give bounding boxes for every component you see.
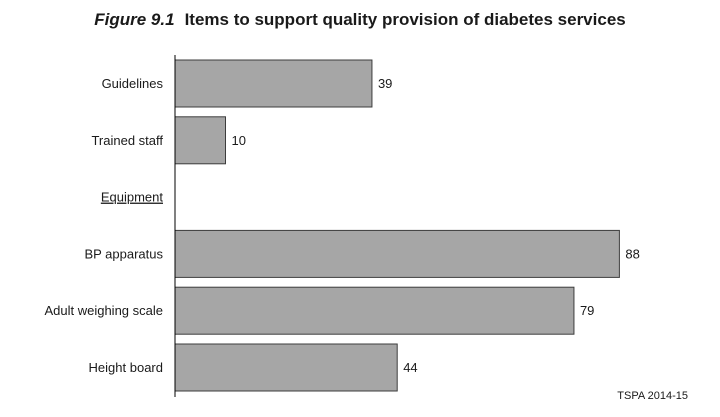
- title-text: Items to support quality provision of di…: [184, 10, 626, 29]
- category-label: Trained staff: [91, 133, 163, 148]
- bar: [174, 286, 575, 335]
- source-note: TSPA 2014-15: [617, 390, 688, 402]
- figure-number: Figure 9.1: [94, 10, 175, 29]
- category-label: BP apparatus: [84, 246, 163, 261]
- bar: [174, 343, 398, 392]
- category-label: Guidelines: [102, 76, 164, 91]
- data-label: 10: [232, 133, 246, 148]
- bar: [174, 229, 620, 278]
- data-label: 88: [625, 246, 639, 261]
- data-label: 39: [378, 76, 392, 91]
- category-label: Height board: [89, 360, 163, 375]
- chart-title: Figure 9.1 Items to support quality provi…: [0, 10, 720, 30]
- category-label: Adult weighing scale: [44, 303, 163, 318]
- group-header-label: Equipment: [101, 190, 164, 205]
- data-label: 44: [403, 360, 417, 375]
- bar: [174, 116, 226, 165]
- bar: [174, 59, 373, 108]
- data-label: 79: [580, 303, 594, 318]
